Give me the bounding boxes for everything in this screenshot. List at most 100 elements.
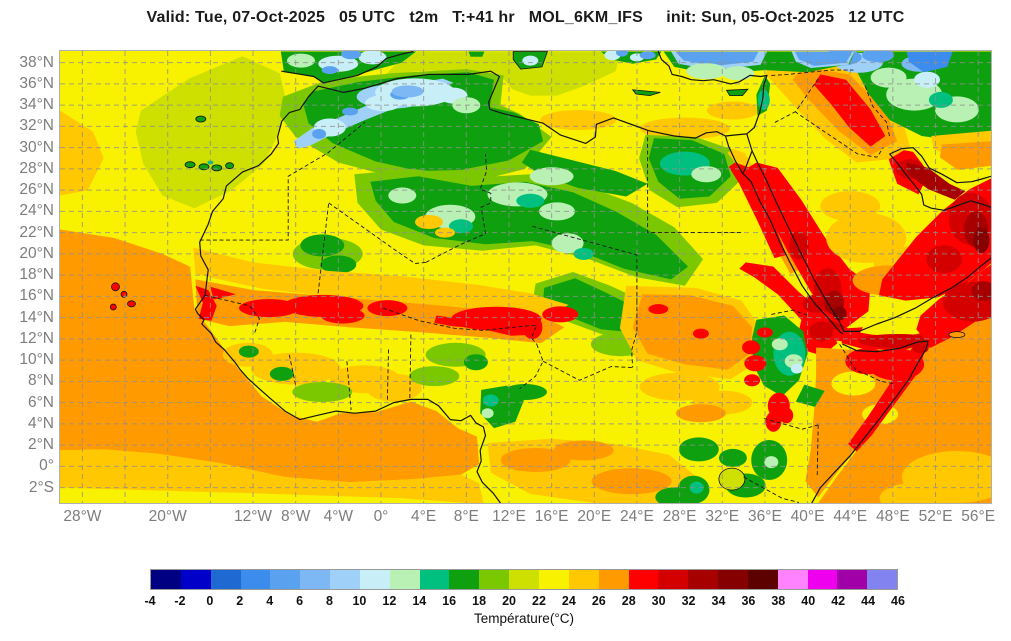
colorbar-label: Température(°C) (474, 611, 574, 626)
y-axis-tick-label: 20°N (19, 244, 54, 262)
colorbar-tick-value: -4 (144, 594, 156, 608)
colorbar-tick-value: 40 (801, 594, 816, 608)
colorbar-segment (479, 570, 510, 589)
longitude-axis: 28°W 20°W 12°W 8°W 4°W 0° 4°E 8°E 12°E 16°E 20°E 24… (0, 508, 1011, 530)
y-axis-tick-label: 16°N (19, 287, 54, 305)
coastline-borders (194, 51, 991, 503)
x-axis-tick-label: 20°W (148, 508, 187, 525)
colorbar-segment (359, 570, 390, 589)
x-axis-tick-label: 32°E (705, 508, 740, 525)
plot-title: Valid: Tue, 07-Oct-2025 05 UTC t2m T:+41… (146, 9, 905, 26)
x-axis-tick-label: 8°E (453, 508, 479, 525)
colorbar-tick-value: 46 (891, 594, 905, 608)
x-axis-tick-label: 28°E (662, 508, 697, 525)
x-axis-tick-label: 36°E (748, 508, 782, 525)
colorbar-segment (270, 570, 301, 589)
colorbar-tick-value: 14 (412, 594, 427, 608)
colorbar-tick-value: 4 (266, 594, 274, 608)
colorbar-tick-value: 32 (681, 594, 696, 608)
x-axis-tick-label: 48°E (875, 508, 910, 525)
colorbar-segment (240, 570, 271, 589)
colorbar-tick-labels: -4 -2 0 2 4 6 8 10 12 14 16 18 20 22 24 26 28 30 32 34 36 38 4… (144, 594, 905, 609)
y-axis-tick-label: 32°N (19, 117, 54, 135)
y-axis-tick-label: 2°S (28, 478, 54, 496)
colorbar-tick-value: 30 (651, 594, 666, 608)
colorbar-segment (180, 570, 211, 589)
x-axis-tick-label: 24°E (620, 508, 654, 525)
colorbar-tick-value: 34 (711, 594, 726, 608)
colorbar-segment (628, 570, 659, 589)
latitude-axis: 38°N 36°N 34°N 32°N 30°N 28°N 26°N 24°N 22°N 20°N… (0, 0, 56, 641)
colorbar-segment (598, 570, 629, 589)
y-axis-tick-label: 28°N (19, 159, 54, 177)
colorbar-segment (747, 570, 778, 589)
y-axis-tick-label: 14°N (19, 308, 54, 326)
colorbar-segment (837, 570, 868, 589)
colorbar-segment (688, 570, 719, 589)
colorbar-tick-value: 20 (502, 594, 516, 608)
y-axis-tick-label: 10°N (19, 351, 54, 369)
map-plot-area (59, 50, 992, 504)
colorbar-tick-value: -2 (174, 594, 186, 608)
colorbar-tick-value: 10 (352, 594, 367, 608)
colorbar-tick-value: 8 (326, 594, 333, 608)
colorbar-tick-value: 6 (296, 594, 304, 608)
y-axis-tick-label: 36°N (19, 74, 54, 92)
x-axis-tick-label: 8°W (280, 508, 311, 525)
y-axis-tick-label: 4°N (27, 414, 54, 432)
y-axis-tick-label: 34°N (19, 96, 54, 114)
colorbar-segment (210, 570, 241, 589)
colorbar-segment (777, 570, 808, 589)
colorbar-tick-value: 28 (621, 594, 636, 608)
colorbar-tick-value: 12 (382, 594, 397, 608)
colorbar-segment (568, 570, 599, 589)
temperature-map (60, 51, 991, 503)
colorbar-tick-value: 38 (771, 594, 786, 608)
colorbar-segment (389, 570, 420, 589)
colorbar-tick-value: 24 (561, 594, 576, 608)
colorbar-segment (449, 570, 480, 589)
x-axis-tick-label: 28°W (63, 508, 102, 525)
colorbar-tick-value: 22 (532, 594, 546, 608)
country-borders-dashed (199, 69, 893, 503)
y-axis-tick-label: 0° (39, 457, 54, 475)
y-axis-tick-label: 26°N (19, 181, 54, 199)
colorbar-segment (807, 570, 838, 589)
y-axis-tick-label: 22°N (19, 223, 54, 241)
y-axis-tick-label: 8°N (27, 372, 54, 390)
x-axis-tick-label: 12°W (233, 508, 273, 525)
x-axis-tick-label: 40°E (790, 508, 825, 525)
colorbar-segment (330, 570, 360, 589)
colorbar-tick-value: 18 (472, 594, 487, 608)
colorbar-segment (658, 570, 689, 589)
y-axis-tick-label: 12°N (19, 329, 54, 347)
x-axis-tick-label: 44°E (833, 508, 868, 525)
x-axis-tick-label: 16°E (534, 508, 569, 525)
colorbar-segment (151, 570, 181, 589)
colorbar-tick-value: 42 (831, 594, 846, 608)
y-axis-tick-label: 24°N (19, 202, 54, 220)
y-axis-tick-label: 6°N (27, 393, 54, 411)
temperature-colorbar (150, 569, 898, 590)
colorbar-segment (300, 570, 331, 589)
y-axis-tick-label: 2°N (27, 436, 54, 454)
colorbar-tick-value: 16 (442, 594, 457, 608)
x-axis-tick-label: 4°W (323, 508, 354, 525)
colorbar-tick-value: 36 (741, 594, 756, 608)
y-axis-tick-label: 18°N (19, 266, 54, 284)
colorbar-tick-value: 0 (206, 594, 214, 608)
colorbar-segment (718, 570, 748, 589)
y-axis-tick-label: 30°N (19, 138, 54, 156)
lat-lon-gridlines (60, 51, 991, 503)
colorbar-tick-value: 44 (861, 594, 876, 608)
colorbar-segment (538, 570, 569, 589)
x-axis-tick-label: 4°E (411, 508, 437, 525)
colorbar-segment (419, 570, 450, 589)
x-axis-tick-label: 56°E (961, 508, 996, 525)
x-axis-tick-label: 20°E (577, 508, 612, 525)
x-axis-tick-label: 12°E (492, 508, 526, 525)
colorbar-segment (867, 570, 898, 589)
x-axis-tick-label: 52°E (918, 508, 953, 525)
ocean-temperature-layer (60, 51, 991, 503)
